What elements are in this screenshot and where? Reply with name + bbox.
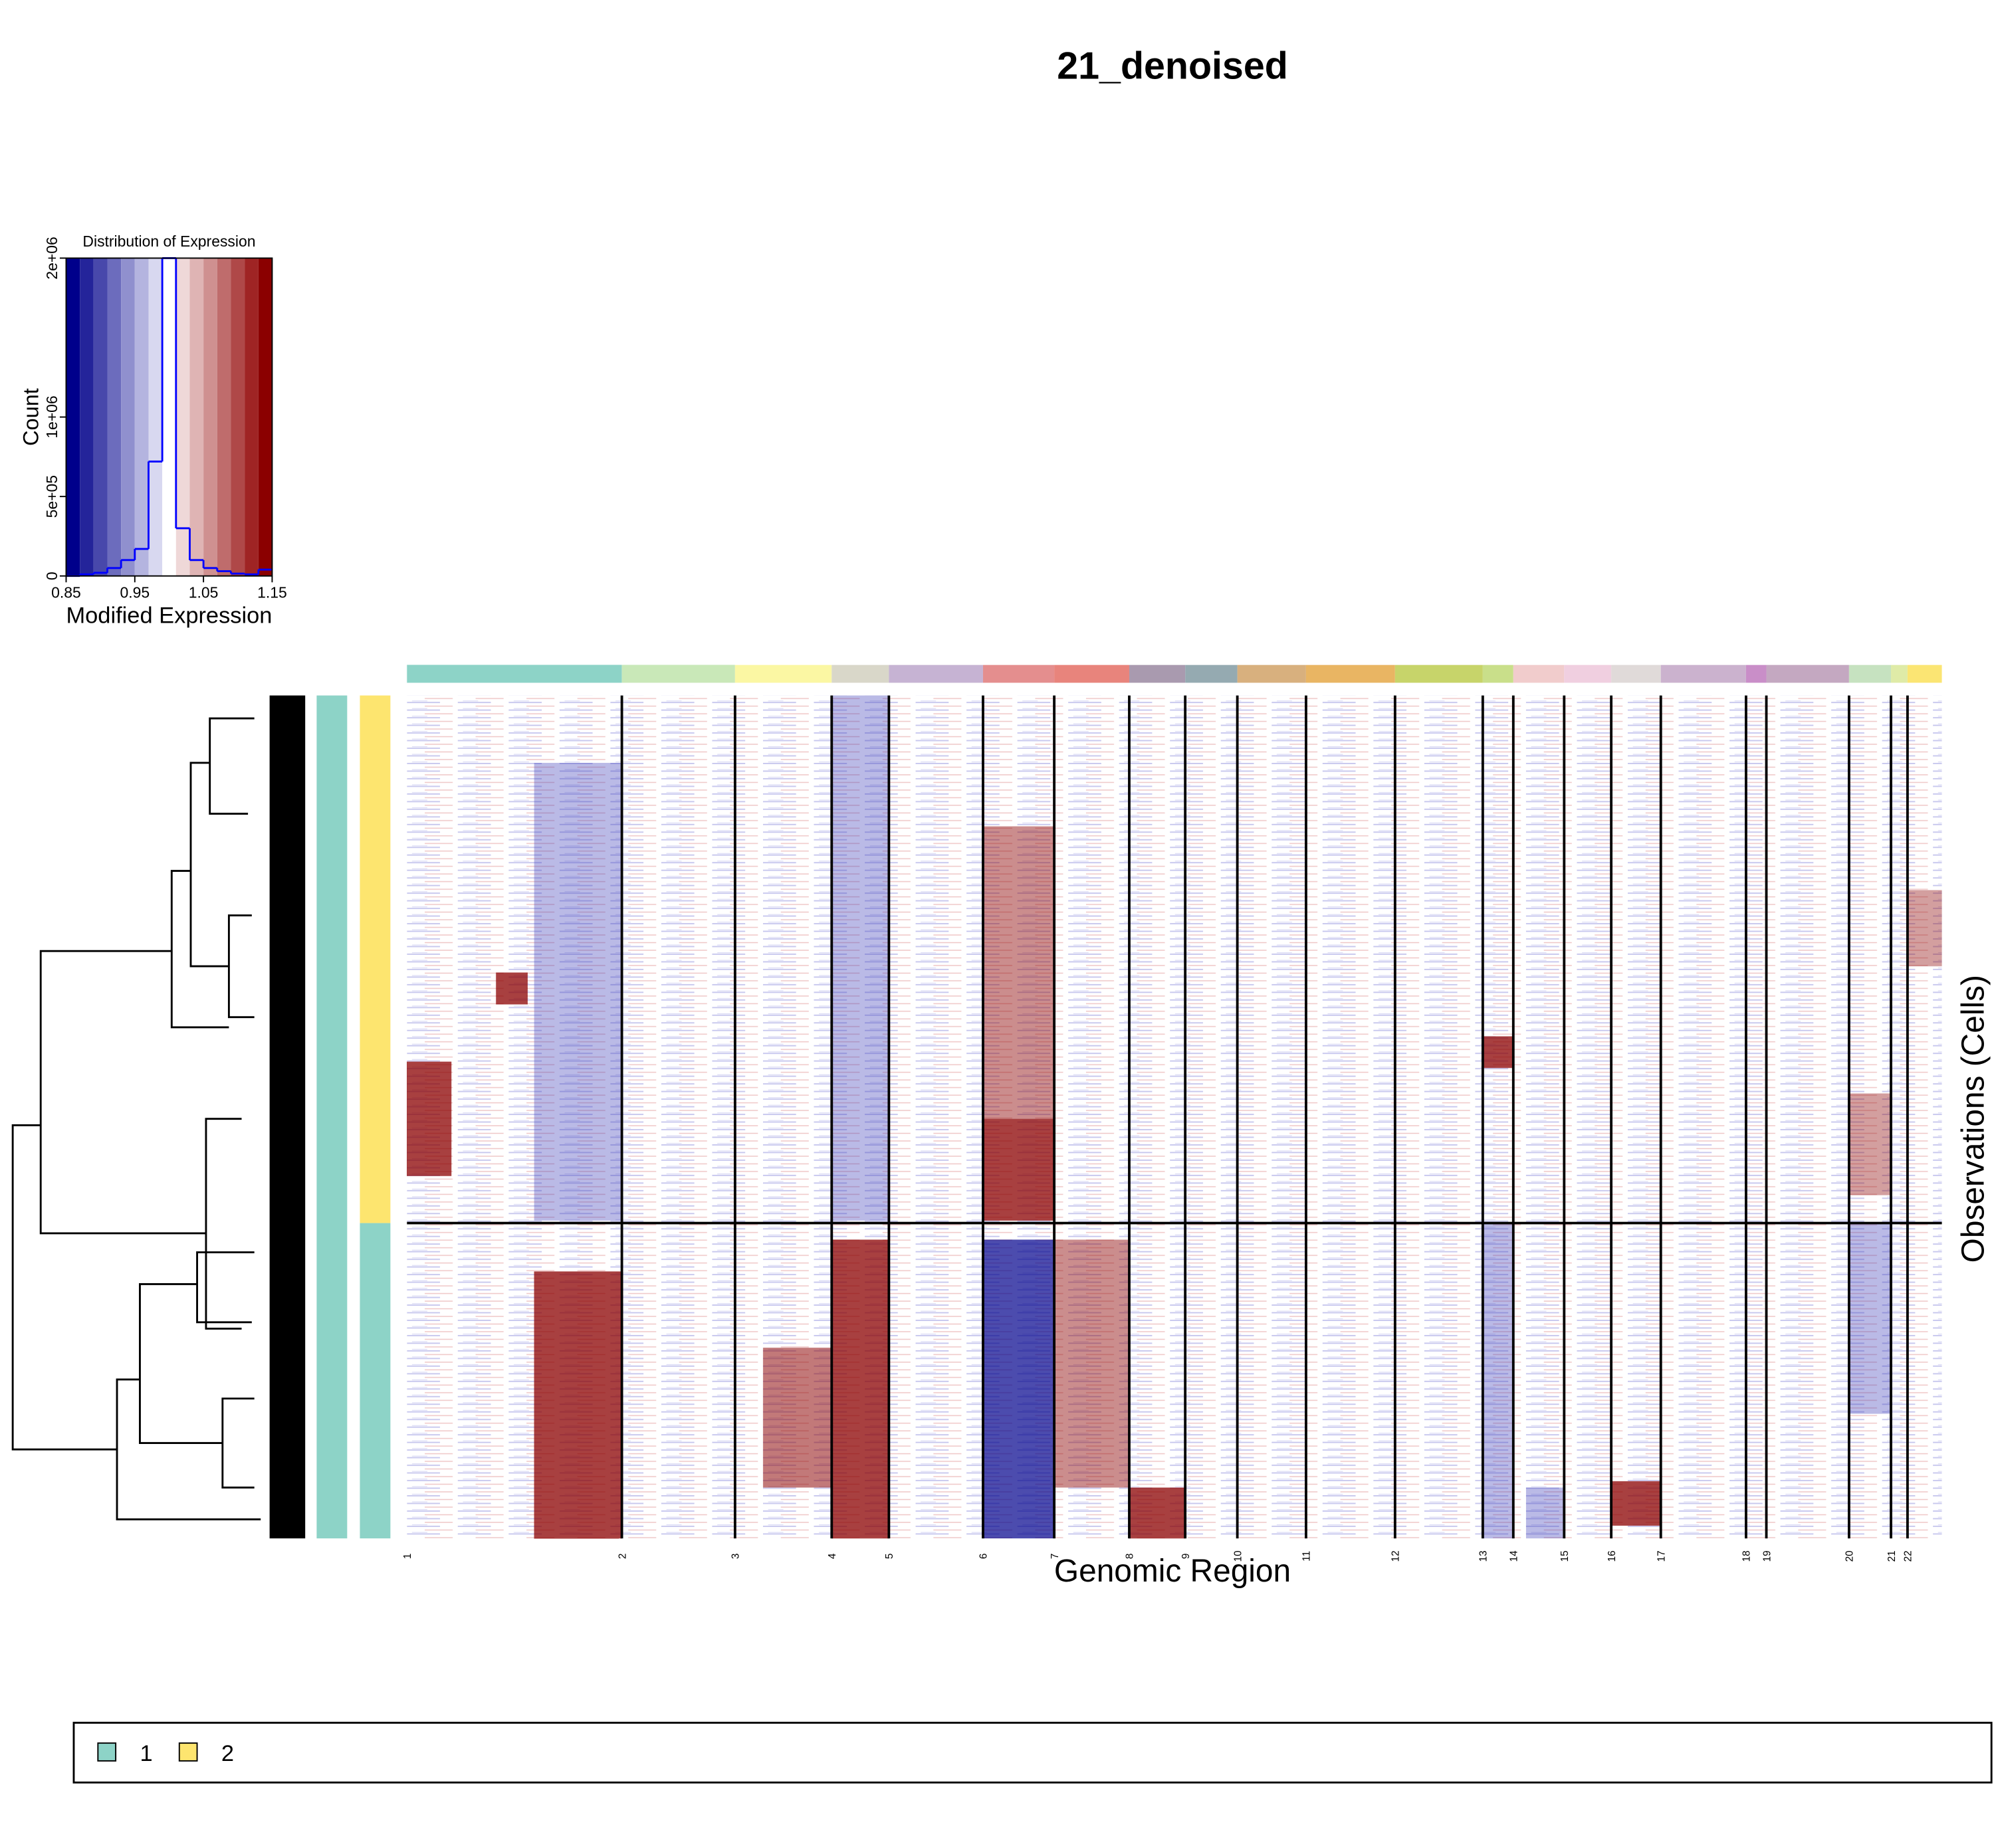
chromosome-label: 11: [1301, 1551, 1313, 1562]
chromosome-bar: [1891, 665, 1908, 683]
chromosome-bar: [1611, 665, 1661, 683]
x-axis-label: Genomic Region: [1054, 1554, 1291, 1589]
chromosome-label: 3: [730, 1554, 742, 1560]
color-band: [66, 258, 80, 576]
group-bar: [360, 1223, 391, 1539]
chromosome-label: 20: [1844, 1550, 1856, 1562]
chromosome-bar: [1907, 665, 1942, 683]
chromosome-bar: [1129, 665, 1186, 683]
color-band: [189, 258, 204, 576]
chromosome-label: 19: [1761, 1550, 1773, 1562]
color-band: [245, 258, 259, 576]
key-y-label: Count: [19, 388, 43, 446]
color-band: [162, 258, 176, 576]
chromosome-bar: [1054, 665, 1129, 683]
chromosome-bar: [1660, 665, 1746, 683]
chromosome-label: 10: [1232, 1550, 1244, 1562]
color-band: [121, 258, 135, 576]
group-bar: [316, 695, 348, 1539]
color-band: [93, 258, 108, 576]
legend-label: 2: [221, 1741, 234, 1766]
chromosome-bar: [982, 665, 1055, 683]
title: 21_denoised: [1057, 45, 1288, 88]
legend-swatch: [178, 1742, 198, 1762]
y-axis-label: Observations (Cells): [1956, 975, 1991, 1263]
chromosome-bar: [407, 665, 622, 683]
chromosome-label: 16: [1606, 1550, 1618, 1562]
color-band: [203, 258, 217, 576]
color-band: [134, 258, 149, 576]
heatmap: [407, 695, 1942, 1539]
chromosome-label: 12: [1390, 1550, 1402, 1562]
y-tick-label: 5e+05: [43, 475, 60, 518]
chromosome-bar: [734, 665, 832, 683]
chromosome-bar: [1766, 665, 1849, 683]
chromosome-bar: [1745, 665, 1767, 683]
chromosome-label: 14: [1509, 1550, 1520, 1562]
y-tick-label: 2e+06: [43, 237, 60, 279]
chromosome-label: 5: [884, 1554, 895, 1560]
chromosome-bar: [889, 665, 983, 683]
chromosome-label: 9: [1180, 1554, 1192, 1560]
chromosome-label: 6: [978, 1554, 990, 1560]
chromosome-bar: [1564, 665, 1612, 683]
legend-label: 1: [140, 1741, 152, 1766]
chromosome-label: 7: [1050, 1554, 1061, 1560]
legend-box: [72, 1722, 1993, 1784]
chromosome-label: 2: [617, 1554, 628, 1560]
chromosome-label: 18: [1741, 1550, 1753, 1562]
chromosome-bar: [1482, 665, 1513, 683]
x-tick-label: 0.85: [51, 583, 81, 601]
dendrogram: [11, 695, 306, 1539]
key-title: Distribution of Expression: [82, 233, 255, 250]
chromosome-label: 13: [1478, 1550, 1490, 1562]
color-key: 0.85 0.95 1.05 1.15 0 5e+05 1e+06 2e+06: [43, 237, 287, 601]
chromosome-label: 1: [402, 1554, 413, 1560]
color-band: [148, 258, 163, 576]
x-tick-label: 1.15: [257, 583, 287, 601]
y-tick-label: 1e+06: [43, 395, 60, 438]
chromosome-label: 22: [1903, 1550, 1914, 1562]
color-band: [258, 258, 273, 576]
y-tick-label: 0: [43, 571, 60, 580]
color-band: [80, 258, 94, 576]
chromosome-bar: [1185, 665, 1238, 683]
chromosome-label: 4: [827, 1553, 838, 1559]
x-tick-label: 0.95: [120, 583, 150, 601]
color-band: [217, 258, 231, 576]
chromosome-bar: [1305, 665, 1395, 683]
chromosome-bar: [621, 665, 735, 683]
color-band: [175, 258, 190, 576]
color-band: [231, 258, 245, 576]
chromosome-bar: [1237, 665, 1306, 683]
chromosome-label: 17: [1656, 1550, 1667, 1562]
chromosome-bar: [1513, 665, 1565, 683]
x-tick-label: 1.05: [189, 583, 219, 601]
chromosome-label: 21: [1886, 1550, 1898, 1562]
key-x-label: Modified Expression: [66, 603, 272, 629]
chromosome-label: 8: [1125, 1554, 1136, 1560]
heatmap-axes: 1 2 3 4 5 6 7 8 9 10 11 12 13 14 15 16 17 18 19 20 21 22: [402, 665, 1942, 1562]
group-bar: [360, 695, 391, 1223]
chromosome-label: 15: [1559, 1550, 1571, 1562]
chromosome-bar: [1394, 665, 1483, 683]
chromosome-bar: [1848, 665, 1892, 683]
chromosome-bar: [831, 665, 889, 683]
legend-swatch: [97, 1742, 117, 1762]
color-band: [107, 258, 122, 576]
